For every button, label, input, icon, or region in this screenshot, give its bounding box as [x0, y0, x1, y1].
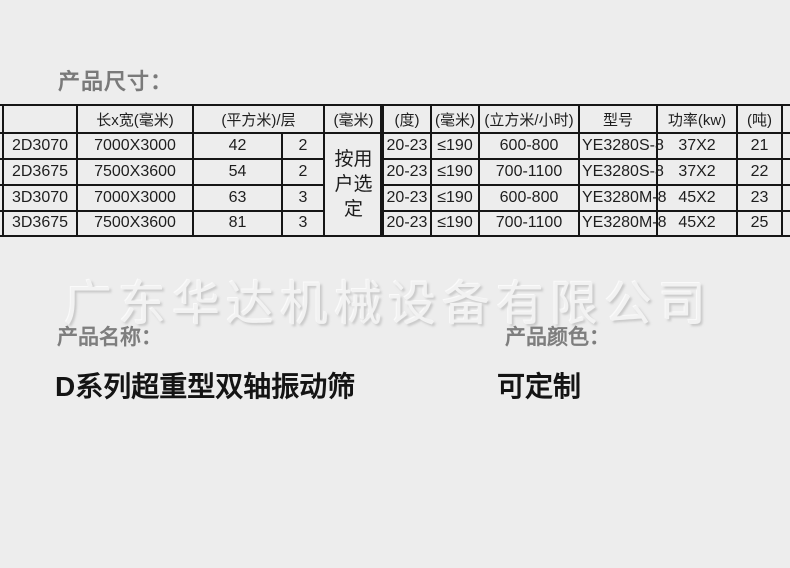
table-horizontal-line: [0, 132, 790, 134]
table-cell: 20-23: [386, 137, 428, 154]
table-cell: 81: [228, 214, 247, 231]
table-header-cell: 长x宽(毫米): [96, 111, 174, 129]
table-cell: 37X2: [678, 137, 716, 154]
table-cell: 2D3675: [11, 163, 69, 180]
table-header-cell: 型号: [602, 111, 633, 129]
table-horizontal-line: [0, 184, 325, 186]
table-cell: 45X2: [678, 189, 716, 206]
table-cell: 3D3070: [11, 189, 69, 206]
table-vertical-line: [281, 132, 283, 237]
table-header-cell: (平方米)/层: [221, 111, 296, 129]
product-name-value: D系列超重型双轴振动筛: [55, 371, 356, 402]
table-horizontal-line: [381, 210, 790, 212]
table-cell: 2: [298, 163, 308, 180]
table-header-cell: (毫米): [435, 111, 475, 129]
table-cell: 7000X3000: [94, 189, 176, 206]
table-cell: 7500X3600: [94, 163, 176, 180]
table-vertical-line: [76, 104, 78, 237]
table-header-cell: (吨): [747, 111, 772, 129]
table-horizontal-line: [0, 210, 325, 212]
table-cell: 37X2: [678, 163, 716, 180]
section-heading-dimensions: 产品尺寸：: [58, 69, 174, 94]
table-cell: 3D3675: [11, 214, 69, 231]
table-cell: 7000X3000: [94, 137, 176, 154]
table-cell: 22: [750, 163, 769, 180]
table-cell: ≤190: [437, 214, 473, 231]
table-cell: YE3280M-8: [582, 214, 667, 231]
table-cell: 600-800: [499, 137, 559, 154]
table-cell: 2D3070: [11, 137, 69, 154]
table-horizontal-line: [0, 158, 325, 160]
table-cell: YE3280S-8: [582, 163, 664, 180]
table-cell: 42: [228, 137, 247, 154]
table-vertical-line: [578, 104, 580, 237]
table-cell: 20-23: [386, 189, 428, 206]
table-header-cell: (立方米/小时): [484, 111, 574, 129]
table-vertical-line: [736, 104, 738, 237]
product-color-value: 可定制: [497, 371, 582, 402]
table-cell: 7500X3600: [94, 214, 176, 231]
table-horizontal-line: [0, 235, 790, 237]
table-header-cell: (毫米): [333, 111, 374, 129]
company-watermark: 广东华达机械设备有限公司: [64, 278, 713, 331]
table-vertical-line: [430, 104, 432, 237]
table-header-cell: (度): [394, 111, 420, 129]
table-cell: ≤190: [437, 163, 473, 180]
table-vertical-line: [323, 104, 325, 237]
table-cell: 700-1100: [495, 214, 563, 231]
table-horizontal-line: [381, 184, 790, 186]
table-vertical-line: [380, 104, 384, 237]
table-cell: 54: [228, 163, 247, 180]
table-horizontal-line: [381, 158, 790, 160]
table-vertical-line: [478, 104, 480, 237]
product-name-label: 产品名称：: [57, 326, 162, 349]
table-cell: 20-23: [386, 214, 428, 231]
table-cell: 2: [298, 137, 308, 154]
table-cell: 63: [228, 189, 247, 206]
table-vertical-line: [2, 104, 4, 237]
table-cell: ≤190: [437, 137, 473, 154]
product-color-label: 产品颜色：: [505, 326, 610, 349]
table-vertical-line: [656, 104, 658, 237]
table-cell: 21: [750, 137, 769, 154]
table-cell: 45X2: [678, 214, 716, 231]
table-cell: 700-1100: [495, 163, 563, 180]
table-cell: 3: [298, 189, 308, 206]
table-horizontal-line: [0, 104, 790, 106]
table-cell: 23: [750, 189, 769, 206]
table-merged-cell-user-selected: 按用户选定: [334, 149, 373, 220]
table-header-cell: [4, 106, 76, 132]
table-cell: 20-23: [386, 163, 428, 180]
table-cell: YE3280S-8: [582, 137, 664, 154]
table-cell: 25: [750, 214, 769, 231]
table-cell: YE3280M-8: [582, 189, 667, 206]
table-cell: 3: [298, 214, 308, 231]
table-header-cell: 功率(kw): [667, 111, 727, 129]
table-cell: ≤190: [437, 189, 473, 206]
table-vertical-line: [781, 104, 783, 237]
table-cell: 600-800: [499, 189, 559, 206]
table-vertical-line: [192, 104, 194, 237]
